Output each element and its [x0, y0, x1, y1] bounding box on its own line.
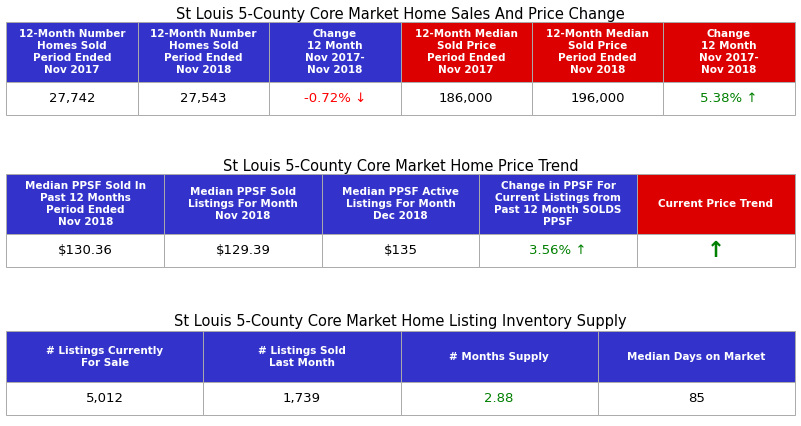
Bar — [138, 81, 269, 115]
Bar — [269, 81, 400, 115]
Bar — [6, 22, 138, 81]
Text: $130.36: $130.36 — [58, 244, 113, 257]
Bar — [663, 81, 795, 115]
Bar — [6, 174, 164, 234]
Text: Current Price Trend: Current Price Trend — [658, 199, 773, 209]
Text: $129.39: $129.39 — [215, 244, 270, 257]
Bar — [532, 81, 663, 115]
Text: # Months Supply: # Months Supply — [449, 351, 549, 362]
Text: Median PPSF Active
Listings For Month
Dec 2018: Median PPSF Active Listings For Month De… — [342, 187, 459, 221]
Text: 12-Month Median
Sold Price
Period Ended
Nov 2018: 12-Month Median Sold Price Period Ended … — [546, 29, 649, 75]
Bar — [203, 331, 400, 382]
Bar — [6, 81, 138, 115]
Bar — [322, 234, 479, 267]
Text: 5,012: 5,012 — [86, 392, 124, 405]
Bar — [400, 22, 532, 81]
Text: -0.72% ↓: -0.72% ↓ — [304, 92, 366, 104]
Text: 27,543: 27,543 — [180, 92, 227, 104]
Bar — [663, 22, 795, 81]
Text: 12-Month Number
Homes Sold
Period Ended
Nov 2017: 12-Month Number Homes Sold Period Ended … — [19, 29, 125, 75]
Text: Change
12 Month
Nov 2017-
Nov 2018: Change 12 Month Nov 2017- Nov 2018 — [305, 29, 364, 75]
Bar — [400, 81, 532, 115]
Bar — [6, 331, 203, 382]
Text: 1,739: 1,739 — [283, 392, 321, 405]
Text: # Listings Currently
For Sale: # Listings Currently For Sale — [46, 345, 163, 368]
Text: St Louis 5-County Core Market Home Sales And Price Change: St Louis 5-County Core Market Home Sales… — [176, 7, 625, 22]
Bar — [164, 234, 322, 267]
Bar — [203, 382, 400, 415]
Bar — [164, 174, 322, 234]
Text: 12-Month Number
Homes Sold
Period Ended
Nov 2018: 12-Month Number Homes Sold Period Ended … — [151, 29, 256, 75]
Text: 5.38% ↑: 5.38% ↑ — [700, 92, 758, 104]
Text: 3.56% ↑: 3.56% ↑ — [529, 244, 587, 257]
Text: Median PPSF Sold
Listings For Month
Nov 2018: Median PPSF Sold Listings For Month Nov … — [188, 187, 298, 221]
Bar — [269, 22, 400, 81]
Text: 27,742: 27,742 — [49, 92, 95, 104]
Text: St Louis 5-County Core Market Home Price Trend: St Louis 5-County Core Market Home Price… — [223, 159, 578, 174]
Bar — [479, 174, 637, 234]
Bar — [400, 382, 598, 415]
Text: # Listings Sold
Last Month: # Listings Sold Last Month — [258, 345, 346, 368]
Bar — [637, 174, 795, 234]
Text: Median Days on Market: Median Days on Market — [627, 351, 765, 362]
Text: ↑: ↑ — [706, 241, 725, 261]
Text: 196,000: 196,000 — [570, 92, 625, 104]
Bar — [6, 382, 203, 415]
Text: 85: 85 — [687, 392, 705, 405]
Text: 186,000: 186,000 — [439, 92, 493, 104]
Text: St Louis 5-County Core Market Home Listing Inventory Supply: St Louis 5-County Core Market Home Listi… — [174, 314, 627, 329]
Bar — [598, 331, 795, 382]
Text: $135: $135 — [384, 244, 417, 257]
Bar — [6, 234, 164, 267]
Bar — [322, 174, 479, 234]
Bar — [532, 22, 663, 81]
Bar — [598, 382, 795, 415]
Text: Median PPSF Sold In
Past 12 Months
Period Ended
Nov 2018: Median PPSF Sold In Past 12 Months Perio… — [25, 181, 146, 227]
Bar — [400, 331, 598, 382]
Bar — [637, 234, 795, 267]
Text: Change in PPSF For
Current Listings from
Past 12 Month SOLDS
PPSF: Change in PPSF For Current Listings from… — [494, 181, 622, 227]
Text: 2.88: 2.88 — [485, 392, 513, 405]
Text: Change
12 Month
Nov 2017-
Nov 2018: Change 12 Month Nov 2017- Nov 2018 — [699, 29, 759, 75]
Text: 12-Month Median
Sold Price
Period Ended
Nov 2017: 12-Month Median Sold Price Period Ended … — [415, 29, 517, 75]
Bar — [138, 22, 269, 81]
Bar — [479, 234, 637, 267]
